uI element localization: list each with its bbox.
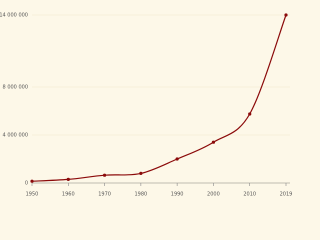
x-tick-label: 1970 — [98, 192, 111, 198]
x-tick-label: 2019 — [280, 192, 293, 198]
x-tick-label: 1950 — [26, 192, 39, 198]
x-tick-label: 1960 — [62, 192, 75, 198]
x-tick-label: 1980 — [134, 192, 147, 198]
point — [102, 173, 107, 177]
point — [175, 157, 179, 161]
x-tick-label: 1990 — [171, 192, 184, 198]
y-tick-label: 14 000 000 — [0, 13, 28, 19]
chart: 0 4 000 000 8 000 000 14 000 000 1950 1960 197… — [0, 13, 293, 198]
y-tick-label: 0 — [25, 181, 28, 187]
point — [211, 140, 216, 144]
point — [139, 171, 143, 175]
x-tick-label: 2010 — [243, 192, 256, 198]
point — [248, 112, 252, 116]
point — [284, 13, 288, 17]
y-tick-label: 4 000 000 — [3, 133, 28, 139]
x-tick-label: 2000 — [207, 192, 220, 198]
y-tick-label: 8 000 000 — [3, 85, 28, 91]
point — [30, 179, 34, 183]
point — [66, 177, 70, 181]
line — [31, 14, 287, 182]
